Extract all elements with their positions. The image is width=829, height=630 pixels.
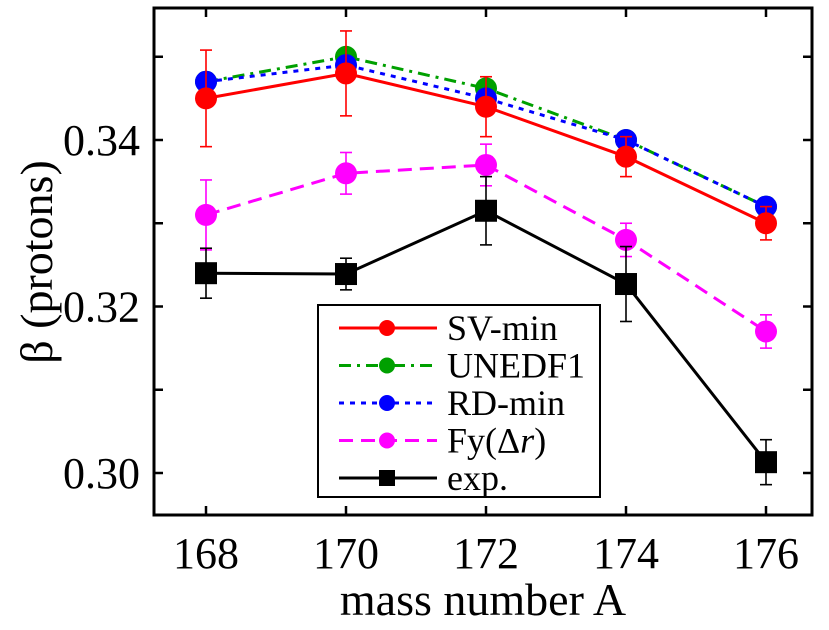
x-axis-title: mass number A xyxy=(340,574,626,625)
legend-item: RD-min xyxy=(339,383,565,423)
x-tick-label: 174 xyxy=(593,529,659,578)
legend-item: SV-min xyxy=(339,308,558,348)
x-tick-label: 176 xyxy=(733,529,799,578)
legend-label: exp. xyxy=(447,458,508,498)
y-tick-label: 0.32 xyxy=(63,283,140,332)
data-point-circle xyxy=(475,95,497,118)
y-tick-labels: 0.30 0.32 0.34 xyxy=(63,116,140,498)
data-point-square xyxy=(335,263,357,286)
data-point-square xyxy=(615,273,637,296)
data-point-square xyxy=(195,262,217,285)
x-tick-labels: 168 170 172 174 176 xyxy=(173,529,799,578)
legend-marker-circle xyxy=(379,432,395,449)
legend-item: UNEDF1 xyxy=(339,346,585,386)
x-tick-label: 172 xyxy=(453,529,519,578)
legend-marker-circle xyxy=(379,395,395,411)
series-line xyxy=(205,55,767,208)
legend-marker-circle xyxy=(379,320,395,336)
data-point-circle xyxy=(615,145,637,168)
legend-label: UNEDF1 xyxy=(447,346,585,386)
y-axis-title: β (protons) xyxy=(11,160,62,364)
data-point-circle xyxy=(755,212,777,235)
legend-item: Fy(Δr) xyxy=(339,421,546,461)
data-point-square xyxy=(475,199,497,222)
plot-frame xyxy=(152,6,814,517)
data-point-circle xyxy=(195,87,217,110)
data-point-square xyxy=(755,451,777,474)
legend-label: Fy(Δr) xyxy=(447,421,546,461)
data-point-circle xyxy=(335,162,357,185)
data-point-circle xyxy=(755,320,777,343)
legend-label: RD-min xyxy=(447,383,565,423)
data-point-circle xyxy=(475,153,497,176)
legend-marker-circle xyxy=(379,357,395,374)
legend-label: SV-min xyxy=(447,308,558,348)
data-point-circle xyxy=(335,62,357,85)
legend-item: exp. xyxy=(339,458,508,498)
series-sv-min xyxy=(195,30,777,241)
data-point-circle xyxy=(615,228,637,251)
series-fy-r- xyxy=(195,143,777,349)
x-tick-label: 170 xyxy=(313,529,379,578)
series-exp- xyxy=(195,175,777,486)
x-tick-label: 168 xyxy=(173,529,239,578)
axis-ticks xyxy=(154,8,812,515)
plot-area xyxy=(195,30,777,486)
y-tick-label: 0.34 xyxy=(63,116,140,165)
legend-box xyxy=(317,304,601,498)
y-tick-label: 0.30 xyxy=(63,449,140,498)
data-point-circle xyxy=(195,203,217,226)
legend-marker-square xyxy=(379,470,395,486)
